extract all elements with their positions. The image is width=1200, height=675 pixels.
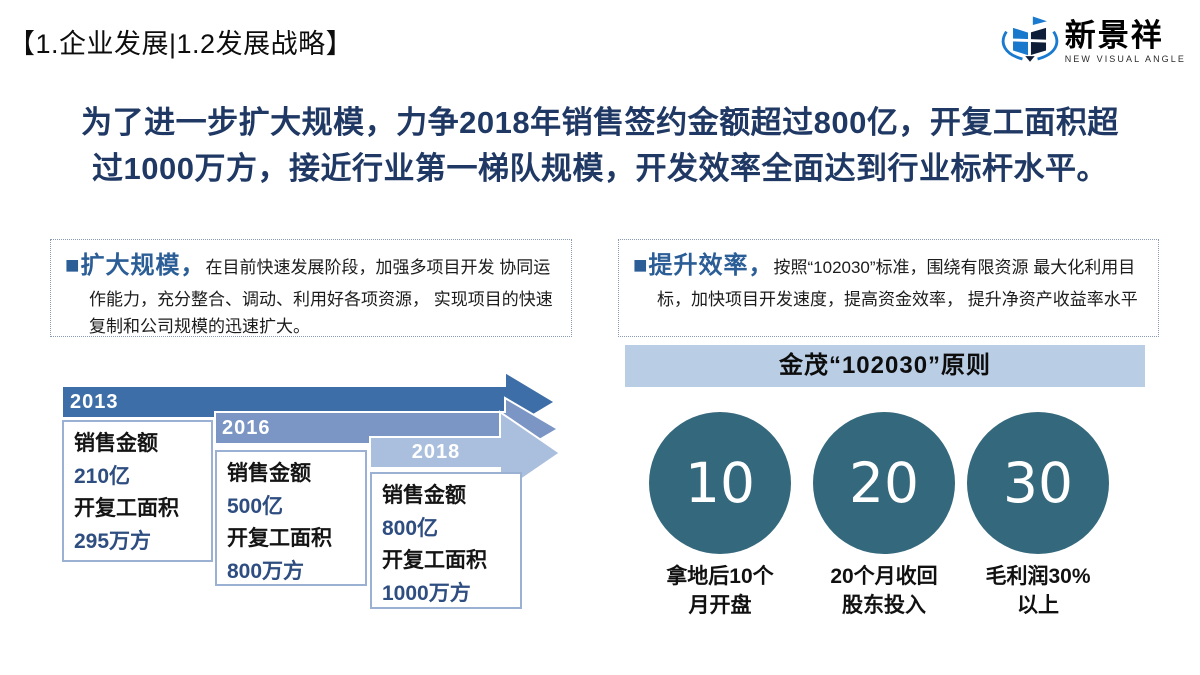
timeline-year-2018: 2018 — [411, 441, 461, 463]
slide-title-line1: 为了进一步扩大规模，力争2018年销售签约金额超过800亿，开复工面积超 — [81, 105, 1119, 140]
point-heading-improve-efficiency: ■提升效率， — [633, 252, 774, 279]
logo-cube-icon — [1001, 16, 1058, 62]
breadcrumb: 【1.企业发展|1.2发展战略】 — [8, 29, 354, 59]
area-label: 开复工面积 — [74, 497, 179, 521]
caption-line1: 20个月收回 — [830, 565, 938, 588]
principle-caption-10: 拿地后10个 月开盘 — [628, 562, 812, 621]
area-label: 开复工面积 — [227, 527, 332, 551]
area-value: 1000万方 — [382, 581, 471, 605]
sales-label: 销售金额 — [227, 462, 311, 485]
principle-caption-20: 20个月收回 股东投入 — [792, 562, 976, 621]
timeline-year-2013: 2013 — [70, 391, 119, 413]
sales-value: 800亿 — [382, 516, 439, 540]
timeline-year-2016: 2016 — [222, 417, 271, 439]
caption-line2: 股东投入 — [842, 594, 926, 618]
company-logo: 新景祥 NEW VISUAL ANGLE — [997, 12, 1186, 72]
slide-title: 为了进一步扩大规模，力争2018年销售签约金额超过800亿，开复工面积超 过10… — [28, 100, 1172, 192]
sales-label: 销售金额 — [74, 432, 158, 455]
sales-value: 210亿 — [74, 464, 131, 488]
logo-tagline: NEW VISUAL ANGLE — [1064, 53, 1186, 64]
sales-value: 500亿 — [227, 494, 284, 518]
point-box-expand-scale: ■扩大规模，在目前快速发展阶段，加强多项目开发 协同运作能力，充分整合、调动、利… — [50, 239, 572, 337]
area-value: 295万方 — [74, 529, 152, 553]
caption-line2: 月开盘 — [688, 594, 752, 618]
caption-line1: 拿地后10个 — [666, 565, 774, 588]
principle-circle-30: 30 — [967, 412, 1109, 554]
milestone-box-2013: 销售金额 210亿 开复工面积 295万方 — [62, 420, 213, 562]
point-box-improve-efficiency: ■提升效率，按照“102030”标准，围绕有限资源 最大化利用目标，加快项目开发… — [618, 239, 1159, 337]
milestone-box-2016: 销售金额 500亿 开复工面积 800万方 — [215, 450, 367, 586]
caption-line2: 以上 — [1017, 594, 1059, 618]
principle-circle-10: 10 — [649, 412, 791, 554]
point-body-improve-efficiency: 按照“102030”标准，围绕有限资源 最大化利用目标，加快项目开发速度，提高资… — [657, 258, 1138, 309]
area-value: 800万方 — [227, 559, 305, 583]
principle-circle-20: 20 — [813, 412, 955, 554]
area-label: 开复工面积 — [382, 549, 487, 573]
slide-title-line2: 过1000万方，接近行业第一梯队规模，开发效率全面达到行业标杆水平。 — [92, 150, 1108, 186]
caption-line1: 毛利润30% — [985, 565, 1091, 588]
logo-text: 新景祥 NEW VISUAL ANGLE — [1065, 20, 1186, 64]
point-heading-expand-scale: ■扩大规模， — [65, 252, 206, 279]
milestone-box-2018: 销售金额 800亿 开复工面积 1000万方 — [370, 472, 522, 609]
point-body-expand-scale: 在目前快速发展阶段，加强多项目开发 协同运作能力，充分整合、调动、利用好各项资源… — [89, 258, 553, 337]
principle-title-bar: 金茂“102030”原则 — [625, 345, 1145, 387]
principle-caption-30: 毛利润30% 以上 — [946, 562, 1130, 621]
logo-name: 新景祥 — [1064, 18, 1164, 54]
sales-label: 销售金额 — [382, 484, 466, 507]
